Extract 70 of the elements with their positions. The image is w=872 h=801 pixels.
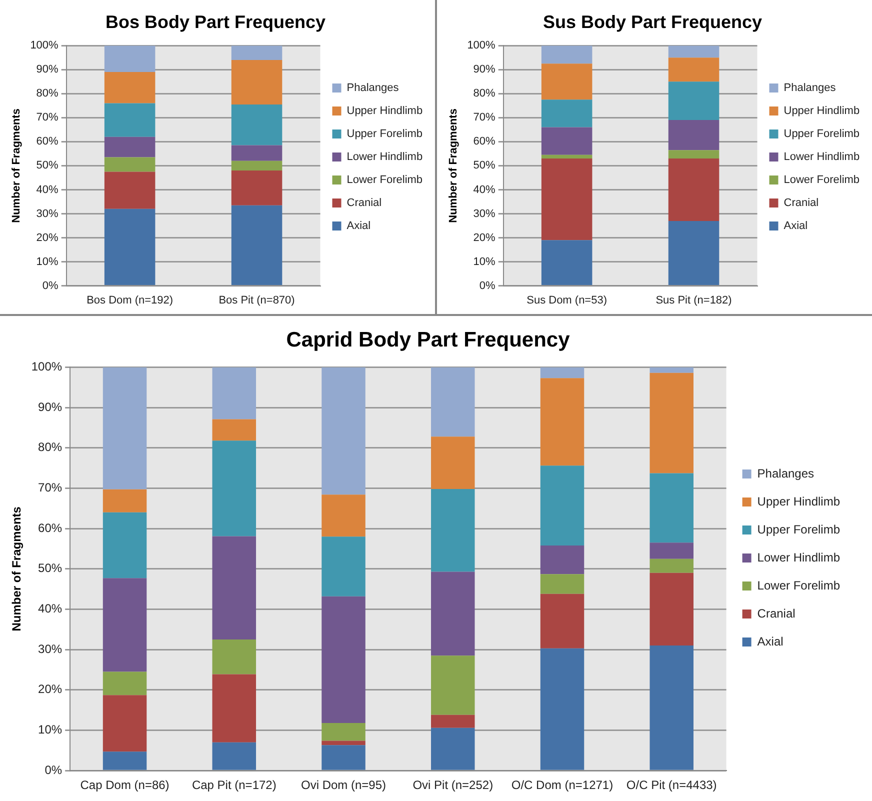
x-tick-label: Ovi Pit (n=252): [412, 778, 494, 792]
y-tick-label: 100%: [30, 40, 59, 52]
y-tick-label: 60%: [473, 136, 496, 148]
x-tick-label: Cap Dom (n=86): [80, 778, 170, 792]
y-axis-title: Number of Fragments: [10, 108, 23, 223]
y-tick-label: 90%: [473, 64, 496, 76]
y-tick-label: 80%: [36, 88, 59, 100]
y-tick-label: 80%: [473, 88, 496, 100]
y-tick-label: 80%: [38, 440, 62, 454]
y-tick-label: 0%: [479, 280, 496, 292]
y-tick-label: 40%: [473, 184, 496, 196]
legend-label: Axial: [346, 220, 371, 232]
y-tick-label: 0%: [42, 280, 59, 292]
chart-title: Caprid Body Part Frequency: [286, 328, 570, 352]
legend-label: Lower Forelimb: [784, 174, 860, 186]
chart-title: Sus Body Part Frequency: [542, 12, 762, 32]
y-tick-label: 70%: [36, 112, 59, 124]
x-tick-label: Sus Pit (n=182): [656, 294, 732, 306]
y-tick-label: 100%: [31, 360, 62, 374]
x-tick-label: Bos Dom (n=192): [86, 294, 174, 306]
y-tick-label: 70%: [38, 480, 62, 495]
y-tick-label: 70%: [473, 112, 496, 124]
legend-label: Axial: [784, 220, 808, 232]
legend-label: Lower Hindlimb: [757, 550, 840, 564]
legend-label: Upper Hindlimb: [757, 494, 840, 508]
y-axis-title: Number of Fragments: [448, 108, 460, 223]
y-tick-label: 20%: [473, 232, 496, 244]
legend-label: Lower Hindlimb: [346, 151, 423, 164]
legend-label: Lower Forelimb: [346, 174, 423, 186]
legend-label: Upper Hindlimb: [346, 105, 423, 118]
x-tick-label: O/C Dom (n=1271): [511, 778, 614, 792]
x-tick-label: Bos Pit (n=870): [218, 294, 295, 306]
legend-label: Upper Hindlimb: [784, 105, 860, 118]
chart-title: Bos Body Part Frequency: [105, 12, 326, 32]
y-tick-label: 30%: [38, 642, 62, 656]
legend-label: Phalanges: [757, 466, 814, 480]
y-axis-title: Number of Fragments: [10, 506, 24, 632]
x-tick-label: Sus Dom (n=53): [526, 294, 608, 306]
legend-label: Lower Forelimb: [757, 578, 840, 592]
legend-label: Lower Hindlimb: [784, 151, 860, 164]
legend-label: Axial: [757, 634, 784, 648]
y-tick-label: 50%: [38, 561, 62, 576]
x-tick-label: Cap Pit (n=172): [192, 778, 276, 792]
legend-label: Upper Forelimb: [757, 522, 840, 536]
y-tick-label: 90%: [38, 400, 62, 414]
y-tick-label: 20%: [36, 232, 59, 244]
y-tick-label: 50%: [36, 160, 59, 172]
y-tick-label: 90%: [36, 64, 59, 76]
y-tick-label: 40%: [36, 184, 59, 196]
y-tick-label: 10%: [38, 722, 62, 737]
x-tick-label: O/C Pit (n=4433): [626, 778, 717, 792]
y-tick-label: 100%: [467, 40, 496, 52]
y-tick-label: 40%: [38, 602, 62, 616]
y-tick-label: 50%: [473, 160, 496, 172]
legend-label: Upper Forelimb: [346, 128, 423, 140]
x-tick-label: Ovi Dom (n=95): [300, 778, 386, 792]
y-tick-label: 30%: [36, 208, 59, 220]
legend-label: Cranial: [784, 197, 819, 210]
y-tick-label: 20%: [38, 682, 62, 696]
legend-label: Upper Forelimb: [784, 128, 860, 140]
legend-label: Phalanges: [784, 82, 836, 94]
legend-label: Cranial: [757, 606, 796, 620]
y-tick-label: 0%: [44, 762, 62, 777]
y-tick-label: 30%: [473, 208, 496, 220]
legend-label: Phalanges: [346, 82, 400, 94]
y-tick-label: 10%: [473, 256, 496, 268]
legend-label: Cranial: [346, 197, 382, 210]
y-tick-label: 10%: [36, 256, 59, 268]
y-tick-label: 60%: [36, 136, 59, 148]
y-tick-label: 60%: [38, 520, 62, 535]
